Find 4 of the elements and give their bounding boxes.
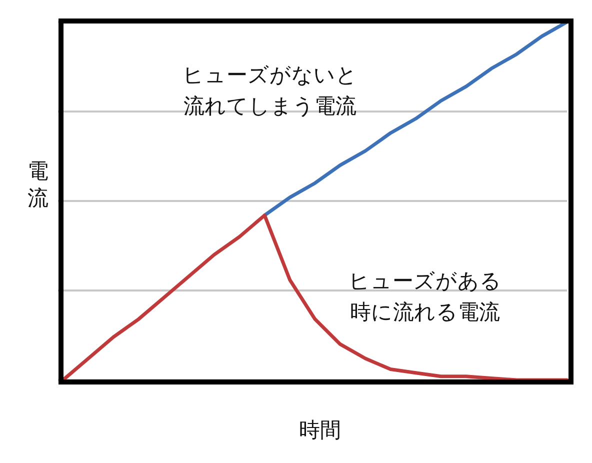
series-label: ヒューズがないと流れてしまう電流 <box>182 63 358 118</box>
y-axis-title: 電流 <box>28 159 48 210</box>
x-axis-title: 時間 <box>299 418 341 442</box>
series-label: ヒューズがある時に流れる電流 <box>348 269 502 324</box>
